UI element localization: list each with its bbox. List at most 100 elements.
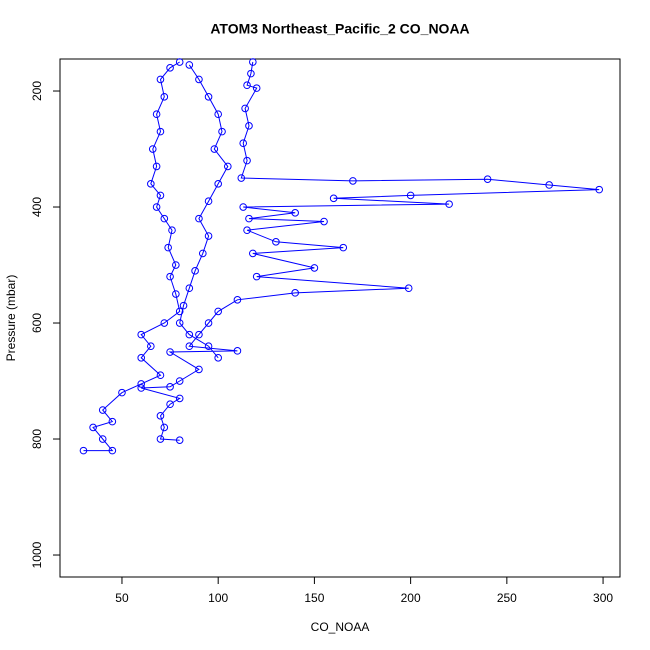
data-point — [137, 384, 146, 392]
data-point — [156, 191, 165, 200]
data-point — [175, 307, 184, 316]
x-tick-label: 300 — [593, 591, 613, 605]
data-point — [545, 181, 553, 189]
y-tick-label: 200 — [30, 81, 44, 101]
data-point — [241, 104, 249, 113]
data-point — [249, 249, 257, 258]
data-point — [137, 354, 146, 362]
x-axis-label: CO_NOAA — [311, 620, 370, 634]
data-point — [218, 127, 226, 136]
y-tick-label: 800 — [30, 429, 44, 449]
x-tick-label: 150 — [304, 591, 324, 605]
data-point — [152, 110, 161, 119]
x-tick-label: 100 — [208, 591, 228, 605]
data-point — [137, 380, 146, 388]
x-tick-label: 250 — [497, 591, 517, 605]
data-point — [204, 319, 213, 327]
data-point — [291, 289, 299, 297]
data-point — [175, 58, 184, 66]
data-point — [243, 156, 251, 165]
data-point — [243, 81, 251, 90]
data-point — [164, 243, 172, 252]
data-point — [175, 377, 184, 385]
data-point — [195, 214, 203, 223]
data-point — [195, 365, 203, 374]
data-point — [339, 243, 348, 252]
data-point — [239, 203, 248, 211]
data-point — [118, 388, 126, 397]
data-point — [160, 214, 169, 223]
data-point — [214, 307, 222, 316]
data-point — [249, 58, 257, 66]
data-point — [156, 127, 165, 136]
data-point — [166, 383, 174, 391]
data-point — [483, 175, 492, 183]
data-point — [152, 162, 161, 171]
data-point — [224, 162, 232, 171]
data-point — [98, 435, 107, 443]
data-point — [245, 214, 253, 223]
data-point — [156, 75, 165, 84]
data-point — [204, 342, 213, 351]
data-point — [237, 174, 246, 182]
data-point — [175, 319, 184, 327]
data-point — [272, 238, 280, 246]
data-point — [185, 342, 194, 351]
data-point — [79, 446, 88, 455]
data-point — [291, 209, 299, 217]
data-point — [204, 93, 213, 101]
data-point — [198, 249, 207, 258]
data-point — [320, 217, 328, 226]
plot-frame — [59, 58, 621, 578]
data-point — [349, 177, 357, 185]
data-point — [179, 301, 188, 310]
data-point — [239, 139, 248, 148]
y-tick-label: 600 — [30, 313, 44, 333]
profile-line — [83, 61, 600, 452]
data-point — [195, 75, 203, 84]
data-point — [160, 93, 169, 101]
data-point — [204, 197, 213, 206]
data-point — [156, 435, 165, 443]
data-point — [185, 330, 194, 339]
y-axis-label: Pressure (mbar) — [4, 275, 18, 362]
data-point — [595, 185, 604, 194]
y-tick-label: 1000 — [30, 541, 44, 568]
data-point — [156, 371, 165, 380]
x-tick-label: 200 — [401, 591, 421, 605]
data-point — [160, 319, 169, 327]
data-point — [233, 347, 242, 355]
data-point — [166, 64, 174, 72]
data-point — [445, 200, 453, 208]
data-point — [406, 191, 415, 200]
data-point — [168, 226, 176, 235]
data-point — [172, 261, 180, 269]
data-point — [210, 145, 219, 153]
data-point — [160, 423, 169, 432]
data-point — [252, 84, 261, 92]
x-tick-label: 50 — [115, 591, 129, 605]
data-point — [147, 180, 155, 188]
data-point — [245, 122, 253, 130]
data-point — [98, 406, 107, 414]
chart-title: ATOM3 Northeast_Pacific_2 CO_NOAA — [210, 21, 469, 37]
data-point — [252, 272, 261, 281]
data-point — [214, 180, 222, 188]
data-point — [166, 348, 174, 356]
data-point — [89, 423, 97, 432]
data-point — [214, 110, 222, 119]
data-point — [108, 446, 117, 455]
data-point — [310, 264, 319, 272]
data-point — [152, 203, 161, 211]
data-point — [148, 145, 157, 153]
data-point — [166, 400, 174, 409]
data-point — [172, 290, 180, 298]
y-tick-label: 400 — [30, 197, 44, 217]
data-point — [243, 226, 251, 235]
data-point — [137, 330, 146, 339]
data-point — [166, 272, 174, 281]
data-point — [156, 412, 165, 420]
data-point — [175, 436, 184, 444]
